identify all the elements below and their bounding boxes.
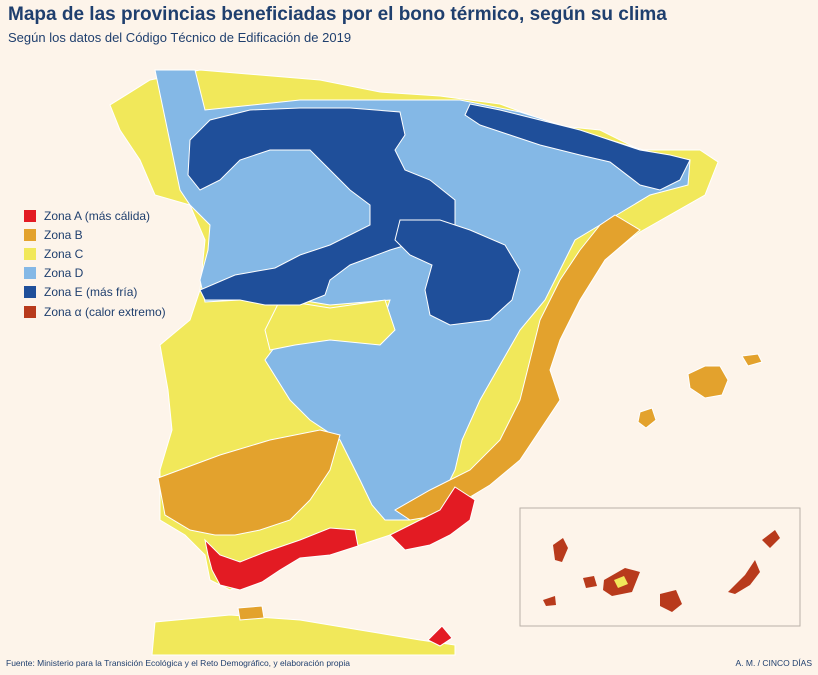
legend: Zona A (más cálida) Zona B Zona C Zona D… bbox=[24, 206, 166, 321]
legend-label: Zona α (calor extremo) bbox=[44, 304, 166, 319]
legend-swatch bbox=[24, 228, 36, 241]
canary-la-palma bbox=[553, 538, 568, 562]
zone-e-northwest bbox=[187, 107, 456, 306]
legend-swatch bbox=[24, 305, 36, 318]
canary-gran-canaria bbox=[660, 590, 682, 612]
zone-e-north bbox=[464, 103, 691, 191]
ceuta-zone-b bbox=[237, 605, 265, 621]
legend-item-zone-c: Zona C bbox=[24, 244, 166, 263]
zone-a-southeast bbox=[389, 486, 476, 551]
legend-label: Zona E (más fría) bbox=[44, 285, 138, 300]
legend-item-zone-alpha: Zona α (calor extremo) bbox=[24, 302, 166, 321]
canary-tenerife-zone-c bbox=[614, 576, 628, 588]
source-note: Fuente: Ministerio para la Transición Ec… bbox=[6, 658, 350, 668]
canary-fuerteventura bbox=[728, 560, 760, 594]
legend-item-zone-a: Zona A (más cálida) bbox=[24, 206, 166, 225]
canary-lanzarote bbox=[762, 530, 780, 548]
north-africa-zone-c bbox=[151, 614, 456, 656]
map-title: Mapa de las provincias beneficiadas por … bbox=[8, 4, 667, 25]
legend-label: Zona C bbox=[44, 246, 84, 261]
map-subtitle: Según los datos del Código Técnico de Ed… bbox=[8, 30, 352, 45]
balearic-menorca bbox=[741, 353, 763, 367]
balearic-ibiza bbox=[637, 407, 657, 429]
legend-swatch bbox=[24, 286, 36, 299]
credit-note: A. M. / CINCO DÍAS bbox=[735, 658, 812, 668]
legend-item-zone-b: Zona B bbox=[24, 225, 166, 244]
legend-swatch bbox=[24, 209, 36, 222]
legend-label: Zona D bbox=[44, 266, 84, 281]
legend-label: Zona B bbox=[44, 227, 83, 242]
legend-item-zone-e: Zona E (más fría) bbox=[24, 283, 166, 302]
melilla-zone-a bbox=[427, 625, 453, 647]
zone-a-southwest bbox=[204, 527, 359, 591]
legend-item-zone-d: Zona D bbox=[24, 264, 166, 283]
canary-el-hierro bbox=[543, 596, 556, 606]
balearic-mallorca bbox=[687, 365, 729, 399]
legend-swatch bbox=[24, 247, 36, 260]
inner-zone-c bbox=[264, 299, 396, 351]
zone-e-center bbox=[394, 219, 521, 326]
canary-inset-box bbox=[519, 507, 801, 627]
legend-label: Zona A (más cálida) bbox=[44, 208, 151, 223]
zone-b-south bbox=[157, 429, 341, 536]
canary-la-gomera bbox=[583, 576, 597, 588]
legend-swatch bbox=[24, 267, 36, 280]
